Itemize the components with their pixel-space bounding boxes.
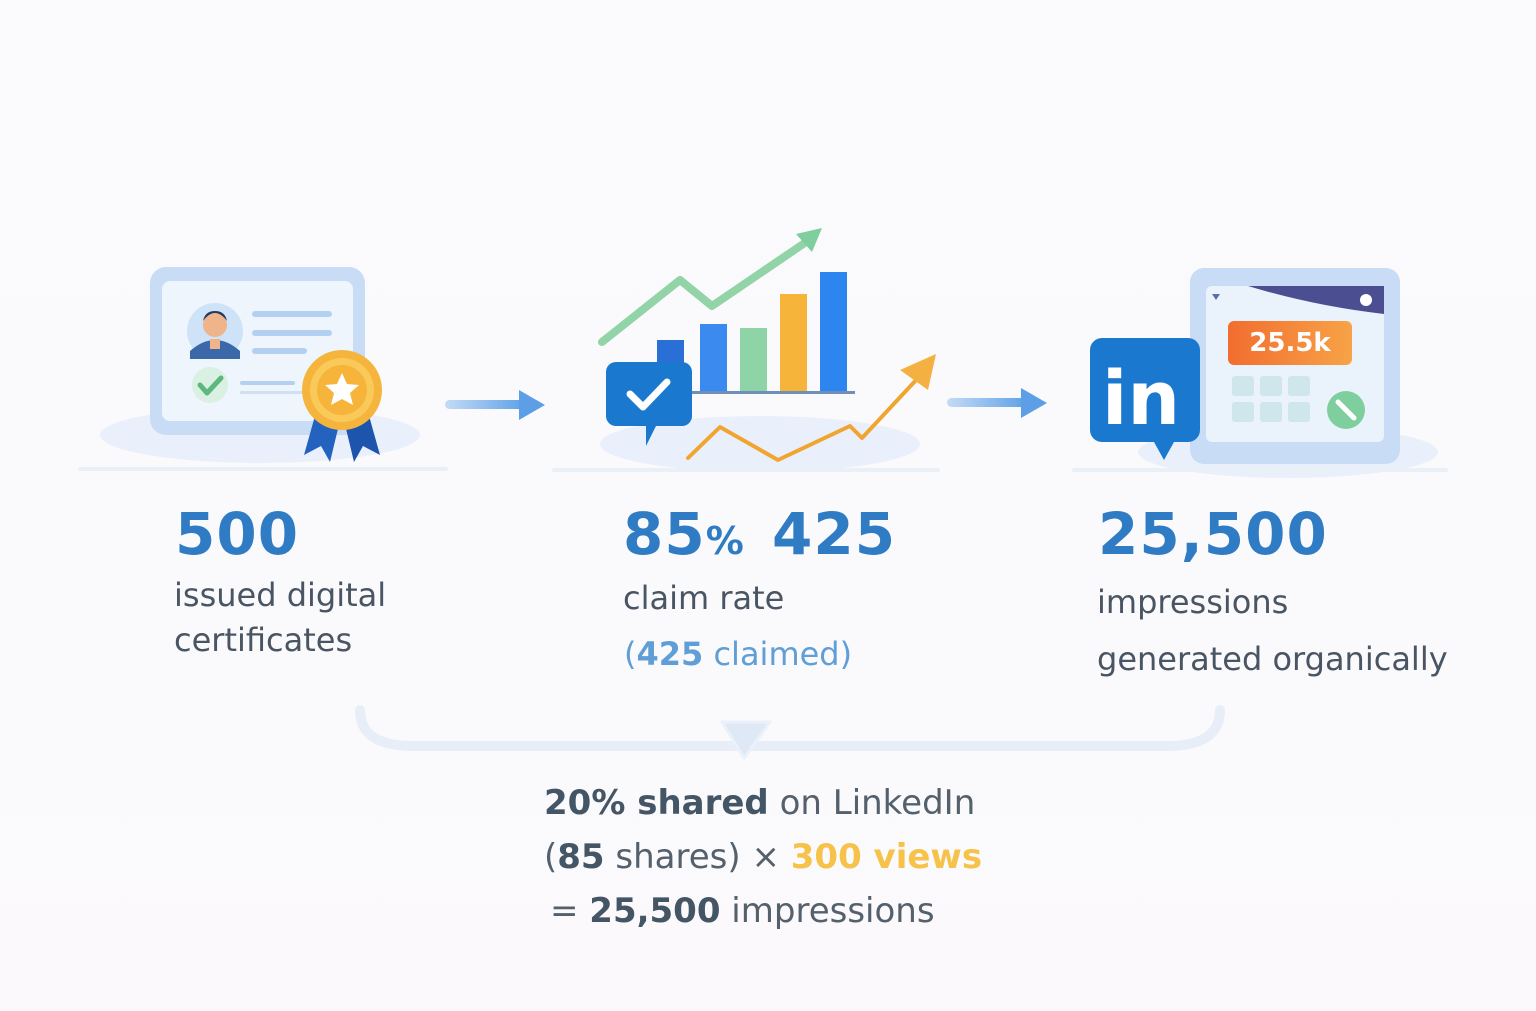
formula-line-3: = 25,500 impressions (550, 891, 935, 931)
claim-rate-percent-sign: % (705, 519, 745, 563)
growth-chart-icon (552, 228, 940, 472)
impressions-count: 25,500 (1098, 500, 1328, 568)
claim-rate-label: claim rate (623, 579, 785, 617)
arrow-right-icon (947, 388, 1047, 418)
arrow-right-icon (445, 390, 545, 420)
dashboard-badge-value: 25.5k (1249, 328, 1331, 358)
formula-line-2: (85 shares) × 300 views (544, 837, 983, 877)
impressions-label-line2: generated organically (1097, 640, 1448, 678)
dashboard-badge: 25.5k (1228, 321, 1352, 365)
claim-values: 85% 425 (623, 505, 896, 563)
issued-label: issued digital certificates (174, 576, 387, 660)
claimed-count: 425 (772, 500, 897, 568)
issued-count: 500 (175, 500, 300, 568)
svg-text:in: in (1102, 356, 1180, 442)
certificate-icon (78, 267, 448, 471)
connector-bracket (355, 705, 1225, 760)
formula-line-1: 20% shared on LinkedIn (544, 783, 976, 823)
claimed-note: (425 claimed) (624, 635, 853, 673)
impressions-label-line1: impressions (1097, 583, 1289, 621)
linkedin-dashboard-icon: in 25.5k (1068, 262, 1458, 482)
claim-rate-percent: 85 (623, 500, 706, 568)
